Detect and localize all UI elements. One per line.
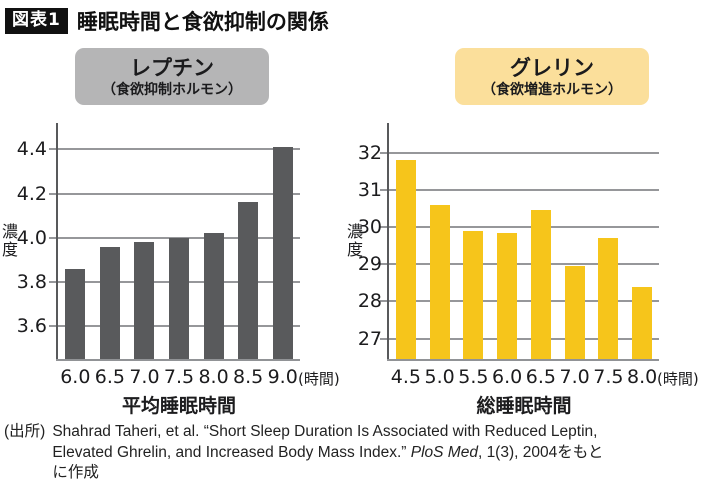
x-tick-label: 7.0 [129, 366, 160, 388]
bar [497, 232, 518, 359]
y-tick-label: 3.8 [16, 270, 47, 293]
bar [530, 210, 551, 359]
bar [429, 204, 450, 359]
ghrelin-bar-chart: 27 28 29 30 31 32 4.5 5.0 5.5 6.0 6.5 7.0 7.5 8.0 (時間)… [344, 123, 699, 417]
source-line2-post: , 1(3), 2004をもと [477, 443, 604, 461]
leptin-badge: レプチン （食欲抑制ホルモン） [75, 48, 269, 105]
y-axis [56, 123, 58, 361]
bar [169, 237, 189, 359]
bar [65, 268, 86, 359]
x-tick-label: 4.5 [390, 366, 421, 388]
gridline [380, 226, 659, 229]
x-tick-label: 8.5 [233, 366, 264, 388]
source-text: Shahrad Taheri, et al. “Short Sleep Dura… [52, 422, 704, 484]
bar [203, 233, 224, 359]
x-axis-unit-label: (時間) [657, 370, 699, 388]
source-line3: に作成 [52, 464, 99, 481]
bar [272, 147, 293, 359]
gridline [380, 188, 659, 191]
x-axis [387, 359, 659, 361]
y-axis-title: 濃度 [0, 223, 18, 259]
y-axis [387, 123, 389, 361]
x-tick-label: 6.0 [492, 366, 523, 388]
figure-title: 睡眠時間と食欲抑制の関係 [76, 10, 329, 34]
y-tick-label: 4.4 [16, 138, 47, 161]
gridline [380, 151, 659, 154]
x-tick-label: 9.0 [267, 366, 298, 388]
y-tick-label: 30 [357, 216, 382, 239]
x-tick-label: 6.5 [94, 366, 125, 388]
bar [598, 238, 619, 359]
source-line2-pre: Elevated Ghrelin, and Increased Body Mas… [52, 443, 411, 461]
x-tick-label: 7.5 [593, 366, 624, 388]
leptin-bar-chart: 3.6 3.8 4.0 4.2 4.4 6.0 6.5 7.0 7.5 8.0 8.5 9.0 (時間)… [0, 123, 340, 417]
source-label: (出所) [4, 423, 46, 440]
ghrelin-badge: グレリン （食欲増進ホルモン） [455, 48, 649, 105]
source-line: に作成 [52, 463, 704, 484]
bar [238, 202, 259, 359]
x-tick-label: 8.0 [198, 366, 229, 388]
x-axis [56, 359, 300, 361]
y-tick-label: 4.0 [16, 226, 47, 249]
bar [99, 246, 120, 359]
x-tick-label: 8.0 [627, 366, 658, 388]
figure-number-badge: 図表1 [5, 8, 68, 34]
bar [564, 266, 585, 359]
x-tick-label: 6.0 [60, 366, 91, 388]
source-line1: Shahrad Taheri, et al. “Short Sleep Dura… [52, 423, 598, 440]
x-tick-label: 7.5 [163, 366, 195, 388]
y-tick-label: 27 [357, 327, 382, 350]
y-tick-label: 3.6 [16, 314, 47, 337]
leptin-badge-subtitle: （食欲抑制ホルモン） [102, 81, 242, 98]
x-tick-label: 5.0 [424, 366, 455, 388]
bar [463, 230, 484, 359]
bar [395, 160, 416, 359]
source-journal-name: PloS Med [410, 443, 478, 461]
x-tick-label: 6.5 [525, 366, 556, 388]
y-axis-title: 濃度 [344, 223, 363, 259]
x-axis-title: 平均睡眠時間 [121, 395, 236, 417]
x-tick-label: 5.5 [458, 366, 489, 388]
y-tick-label: 32 [357, 141, 382, 164]
gridline [49, 192, 300, 195]
source-line: Elevated Ghrelin, and Increased Body Mas… [52, 443, 704, 464]
y-tick-label: 28 [357, 290, 382, 313]
x-axis-title: 総睡眠時間 [476, 395, 572, 417]
ghrelin-badge-subtitle: （食欲増進ホルモン） [482, 81, 622, 98]
figure-header: 図表1 睡眠時間と食欲抑制の関係 [5, 6, 329, 36]
source-line: Shahrad Taheri, et al. “Short Sleep Dura… [52, 422, 704, 443]
x-axis-unit-label: (時間) [298, 370, 340, 388]
gridline [380, 337, 659, 340]
bar [134, 242, 155, 359]
source-note: (出所) Shahrad Taheri, et al. “Short Sleep… [4, 422, 704, 484]
gridline [380, 300, 659, 303]
gridline [49, 148, 300, 151]
x-tick-label: 7.0 [559, 366, 590, 388]
y-tick-label: 29 [357, 253, 382, 276]
y-tick-label: 4.2 [16, 182, 47, 205]
gridline [49, 236, 300, 239]
gridline [380, 263, 659, 266]
ghrelin-badge-title: グレリン [510, 55, 594, 80]
y-tick-label: 31 [357, 178, 382, 201]
bar [632, 286, 653, 359]
leptin-badge-title: レプチン [130, 55, 214, 80]
